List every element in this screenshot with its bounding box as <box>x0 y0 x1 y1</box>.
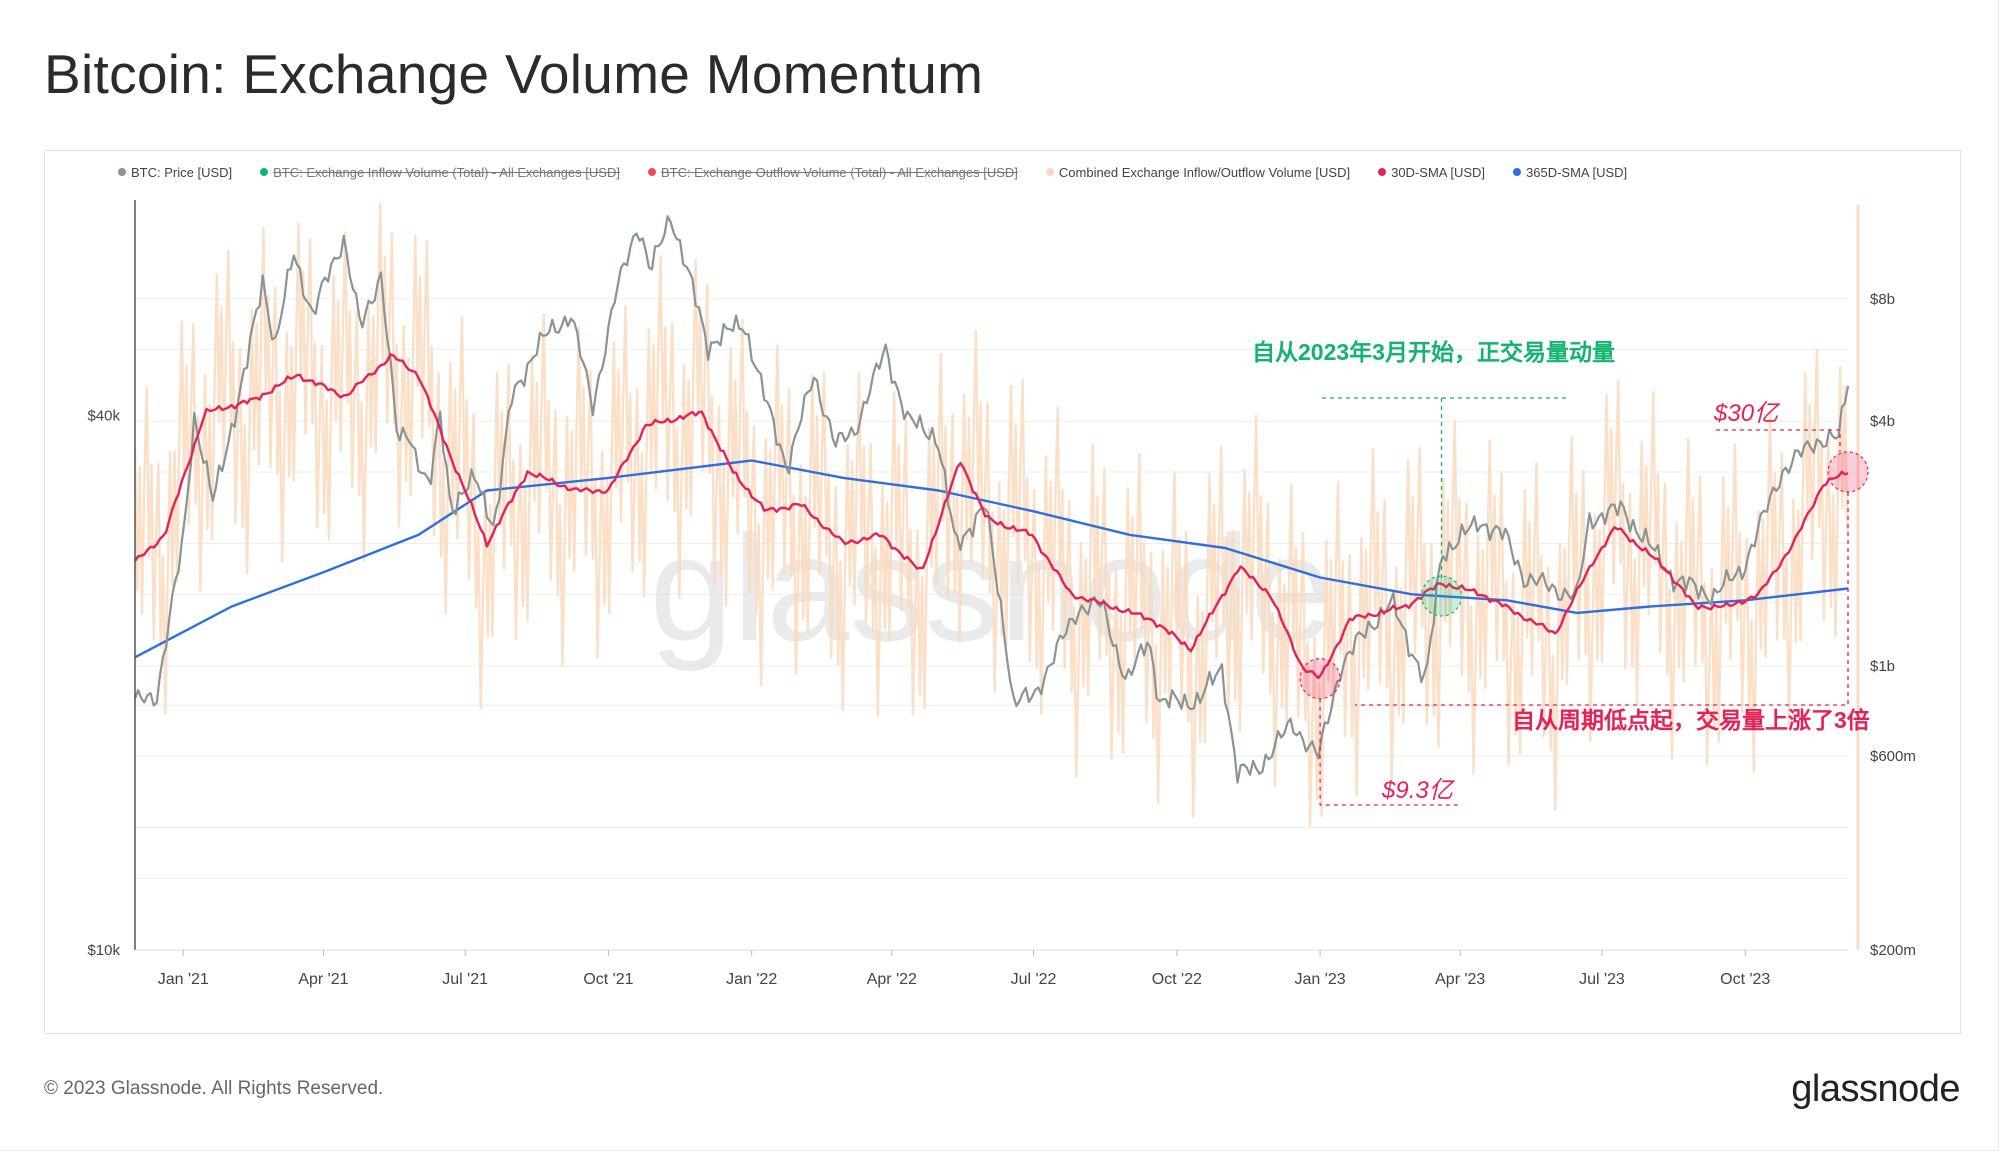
x-tick-label: Oct '23 <box>1720 971 1770 988</box>
x-tick-label: Jan '22 <box>726 971 777 988</box>
legend-label-price: BTC: Price [USD] <box>131 164 233 180</box>
sma365-line <box>134 459 1849 659</box>
legend-label-inflow: BTC: Exchange Inflow Volume (Total) - Al… <box>273 164 620 180</box>
legend-dot-price <box>118 168 126 176</box>
y-right-tick-label: $4b <box>1870 413 1895 430</box>
y-left-tick-label: $10k <box>87 942 120 959</box>
y-right-tick-label: $8b <box>1870 291 1895 308</box>
x-tick-label: Jan '23 <box>1295 971 1346 988</box>
combined-volume-line <box>133 202 1849 827</box>
x-tick-label: Apr '23 <box>1435 971 1485 988</box>
x-tick-label: Apr '21 <box>298 971 348 988</box>
annotation-low-circle <box>1299 658 1341 700</box>
price-line <box>133 215 1850 784</box>
x-tick-label: Jul '22 <box>1011 971 1057 988</box>
legend-dot-inflow <box>260 168 269 176</box>
footer-copyright: © 2023 Glassnode. All Rights Reserved. <box>44 1078 384 1099</box>
legend-item-sma30[interactable]: 30D-SMA [USD] <box>1378 165 1485 180</box>
legend-item-price[interactable]: BTC: Price [USD] <box>118 165 232 180</box>
legend: BTC: Price [USD] BTC: Exchange Inflow Vo… <box>118 162 1627 182</box>
annotation-green-circle <box>1420 575 1463 617</box>
legend-item-combined-volume[interactable]: Combined Exchange Inflow/Outflow Volume … <box>1045 164 1351 180</box>
annotation-high-circle <box>1827 451 1869 493</box>
legend-item-inflow[interactable]: BTC: Exchange Inflow Volume (Total) - Al… <box>260 165 620 180</box>
legend-item-outflow[interactable]: BTC: Exchange Outflow Volume (Total) - A… <box>647 164 1018 180</box>
x-tick-label: Oct '22 <box>1152 971 1202 988</box>
y-right-tick-label: $200m <box>1870 942 1916 959</box>
legend-label-sma365: 365D-SMA [USD] <box>1526 164 1628 180</box>
legend-label-sma30: 30D-SMA [USD] <box>1391 164 1486 180</box>
sma30-line <box>133 353 1849 680</box>
legend-item-sma365[interactable]: 365D-SMA [USD] <box>1513 165 1627 180</box>
legend-label-combined-volume: Combined Exchange Inflow/Outflow Volume … <box>1058 164 1351 180</box>
annotation-high-text: $30亿 <box>1713 400 1781 427</box>
x-tick-label: Apr '22 <box>867 971 917 988</box>
legend-dot-combined-volume <box>1045 168 1054 176</box>
y-left-tick-label: $40k <box>87 408 120 425</box>
legend-dot-sma30 <box>1378 168 1387 176</box>
page-title: Bitcoin: Exchange Volume Momentum <box>44 43 984 105</box>
annotation-low-text: $9.3亿 <box>1381 777 1456 804</box>
x-tick-label: Oct '21 <box>583 971 633 988</box>
x-tick-label: Jul '21 <box>442 971 488 988</box>
annotation-green-text: 自从2023年3月开始，正交易量动量 <box>1252 339 1615 365</box>
y-right-tick-label: $600m <box>1870 748 1916 765</box>
legend-dot-sma365 <box>1513 168 1522 176</box>
annotation-low-bracket <box>1319 698 1460 806</box>
x-tick-label: Jan '21 <box>158 971 209 988</box>
legend-dot-outflow <box>647 168 656 176</box>
x-tick-label: Jul '23 <box>1579 971 1625 988</box>
legend-label-outflow: BTC: Exchange Outflow Volume (Total) - A… <box>660 164 1018 180</box>
annotation-high-bracket <box>1716 429 1841 452</box>
y-right-tick-label: $1b <box>1870 658 1895 675</box>
annotation-rise-text: 自从周期低点起，交易量上涨了3倍 <box>1512 707 1870 733</box>
chart-frame <box>44 150 1961 1034</box>
brand-logo: glassnode <box>1791 1068 1960 1110</box>
